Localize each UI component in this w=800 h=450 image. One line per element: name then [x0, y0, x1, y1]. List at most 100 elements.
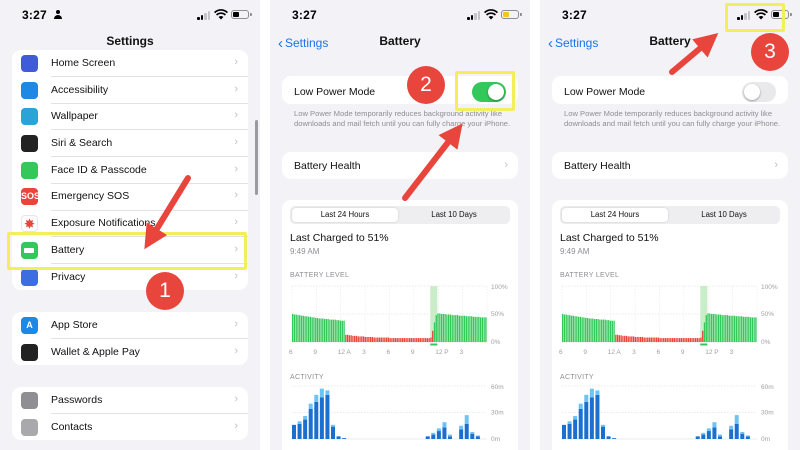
charging-band	[430, 286, 438, 342]
person-icon	[54, 10, 62, 19]
low-power-mode-toggle[interactable]	[742, 82, 776, 102]
settings-row-battery[interactable]: Battery ›	[12, 237, 248, 264]
page-title: Settings	[106, 34, 154, 48]
settings-row-contacts[interactable]: Contacts ›	[12, 414, 248, 441]
battery-level-bar	[483, 317, 485, 342]
settings-row-home-screen[interactable]: Home Screen ›	[12, 50, 248, 77]
battery-level-bar	[643, 337, 645, 342]
battery-level-bar	[593, 319, 596, 342]
battery-level-bar	[716, 314, 718, 342]
settings-row-wallet-apple-pay[interactable]: Wallet & Apple Pay ›	[12, 339, 248, 366]
x-tick-label: 12 P	[705, 349, 718, 356]
battery-level-bar	[357, 336, 359, 342]
battery-level-bar	[366, 336, 368, 342]
settings-row-wallpaper[interactable]: Wallpaper ›	[12, 103, 248, 131]
battery-level-bar	[403, 338, 406, 342]
accessibility-icon	[21, 81, 38, 99]
settings-row-label: Exposure Notifications	[51, 217, 156, 230]
battery-level-bar	[332, 319, 335, 342]
battery-level-bar	[565, 314, 567, 342]
back-button[interactable]: ‹ Settings	[548, 34, 598, 52]
battery-level-bar	[679, 338, 681, 342]
battery-level-bar	[318, 318, 320, 342]
battery-level-bar	[737, 316, 739, 342]
chevron-right-icon: ›	[234, 216, 238, 229]
battery-level-label: BATTERY LEVEL	[290, 272, 350, 279]
settings-row-emergency-sos[interactable]: SOS Emergency SOS ›	[12, 183, 248, 211]
battery-level-bar	[355, 335, 358, 342]
settings-row-app-store[interactable]: A App Store ›	[12, 312, 248, 339]
charging-band	[700, 286, 708, 342]
row-divider	[51, 338, 248, 339]
low-power-mode-toggle[interactable]	[472, 82, 506, 102]
battery-level-bar	[423, 338, 425, 342]
battery-level-bar	[608, 320, 610, 342]
battery-level-bar	[675, 338, 677, 342]
battery-level-bar	[407, 338, 409, 342]
settings-row-passwords[interactable]: Passwords ›	[12, 387, 248, 414]
y-tick-label: 60m	[761, 384, 774, 391]
battery-level-bar	[368, 336, 370, 342]
battery-health-row[interactable]: Battery Health ›	[552, 152, 788, 179]
battery-level-bar	[616, 334, 619, 342]
y-tick-label: 0m	[491, 436, 500, 442]
battery-level-bar	[341, 320, 343, 342]
battery-level-bar	[300, 315, 303, 342]
scrollbar[interactable]	[255, 120, 258, 195]
low-power-mode-row: Low Power Mode	[552, 76, 788, 104]
back-button[interactable]: ‹ Settings	[278, 34, 328, 52]
battery-health-row[interactable]: Battery Health ›	[282, 152, 518, 179]
battery-level-chart: 100% 50% 0% 6 9 12 A 3 6 9 12 P 3	[289, 284, 508, 356]
settings-row-siri-search[interactable]: Siri & Search ›	[12, 130, 248, 157]
activity-bar-screen-on	[292, 424, 297, 439]
activity-bar-screen-off	[475, 435, 480, 437]
battery-health-label: Battery Health	[564, 160, 631, 172]
battery-level-bar	[448, 314, 450, 342]
battery-level-bar	[458, 315, 460, 342]
battery-level-bar	[375, 337, 377, 342]
battery-level-bar	[581, 317, 583, 342]
y-tick-label: 60m	[491, 384, 504, 391]
tab-last-24-hours[interactable]: Last 24 Hours	[292, 208, 398, 222]
battery-level-bar	[694, 338, 697, 342]
battery-level-bar	[604, 319, 606, 342]
settings-group-accounts: Passwords › Contacts ›	[12, 387, 248, 441]
settings-row-privacy[interactable]: Privacy ›	[12, 264, 248, 291]
battery-level-bar	[693, 338, 695, 342]
battery-level-bar	[467, 316, 469, 342]
settings-row-label: Contacts	[51, 420, 93, 433]
status-bar: 3:27	[270, 0, 530, 30]
battery-level-bar	[709, 313, 711, 342]
battery-level-bar	[725, 315, 727, 342]
settings-row-face-id-passcode[interactable]: Face ID & Passcode ›	[12, 157, 248, 184]
settings-row-accessibility[interactable]: Accessibility ›	[12, 77, 248, 104]
battery-level-bar	[306, 316, 308, 342]
battery-level-bar	[430, 337, 432, 342]
battery-level-bar	[320, 318, 322, 342]
low-power-mode-description: Low Power Mode temporarily reduces backg…	[564, 109, 781, 128]
battery-level-bar	[618, 335, 621, 342]
toggle-highlight	[455, 71, 515, 111]
battery-level-bar	[292, 314, 294, 342]
battery-level-bar	[682, 338, 684, 342]
row-divider	[51, 76, 248, 77]
battery-level-bar	[586, 317, 589, 342]
home-screen-icon	[21, 55, 38, 72]
cellular-signal-icon	[737, 11, 751, 20]
battery-level-bar	[629, 336, 631, 342]
tab-last-24-hours[interactable]: Last 24 Hours	[562, 208, 668, 222]
battery-screen-low-power-off: 3:27 ‹ Settings Battery Low Power Mode Lo…	[540, 0, 800, 450]
siri-icon	[21, 135, 38, 153]
battery-level-bar	[414, 338, 416, 342]
tab-last-10-days[interactable]: Last 10 Days	[701, 210, 747, 219]
battery-level-bar	[705, 315, 707, 342]
y-tick-label: 50%	[491, 311, 504, 318]
battery-level-bar	[733, 315, 736, 342]
face-id-icon	[21, 161, 38, 179]
battery-level-bar	[680, 338, 683, 342]
tab-last-10-days[interactable]: Last 10 Days	[431, 210, 477, 219]
battery-level-bar	[299, 315, 301, 342]
battery-level-label: BATTERY LEVEL	[560, 272, 620, 279]
activity-bar-screen-on	[595, 394, 600, 439]
